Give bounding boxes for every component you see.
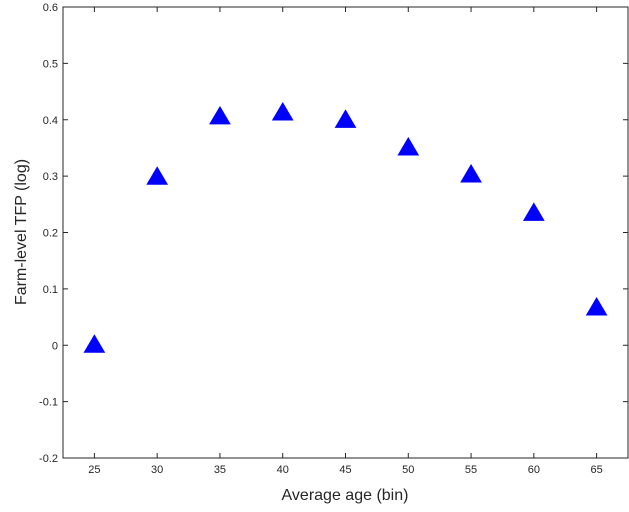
data-point-triangle xyxy=(397,136,420,156)
y-tick-label: -0.1 xyxy=(39,397,58,409)
y-tick-label: 0.5 xyxy=(43,58,58,70)
data-point-triangle xyxy=(83,334,106,353)
data-point-triangle xyxy=(209,105,231,125)
plot-frame xyxy=(62,6,629,459)
x-tick-label: 30 xyxy=(151,464,163,476)
axis-ticks: 25 30 35 40 45 50 55 60 65 -0.2 -0.1 0 0.1 0.2 0.3 0.4 0… xyxy=(39,2,628,476)
data-point-triangle xyxy=(522,202,545,221)
y-tick-label: 0 xyxy=(52,340,58,352)
y-tick-label: -0.2 xyxy=(39,453,58,465)
y-tick-label: 0.6 xyxy=(43,2,58,14)
x-tick-label: 60 xyxy=(528,464,540,476)
data-point-triangle xyxy=(585,297,608,316)
y-tick-label: 0.1 xyxy=(43,284,58,296)
x-tick-label: 55 xyxy=(465,464,477,476)
x-tick-label: 35 xyxy=(214,464,226,476)
data-point-triangle xyxy=(334,109,357,128)
y-tick-label: 0.2 xyxy=(43,228,58,240)
y-tick-label: 0.3 xyxy=(43,171,58,183)
x-tick-label: 40 xyxy=(277,464,289,476)
y-tick-label: 0.4 xyxy=(43,115,58,127)
plot-area xyxy=(63,7,628,458)
data-point-triangle xyxy=(460,164,482,183)
data-points xyxy=(83,101,608,353)
x-tick-label: 45 xyxy=(339,464,351,476)
x-tick-label: 50 xyxy=(402,464,414,476)
x-tick-label: 25 xyxy=(88,464,100,476)
data-point-triangle xyxy=(146,166,169,185)
x-tick-label: 65 xyxy=(590,464,602,476)
y-axis-title: Farm-level TFP (log) xyxy=(13,159,30,305)
data-point-triangle xyxy=(271,101,294,121)
x-axis-title: Average age (bin) xyxy=(282,487,409,504)
